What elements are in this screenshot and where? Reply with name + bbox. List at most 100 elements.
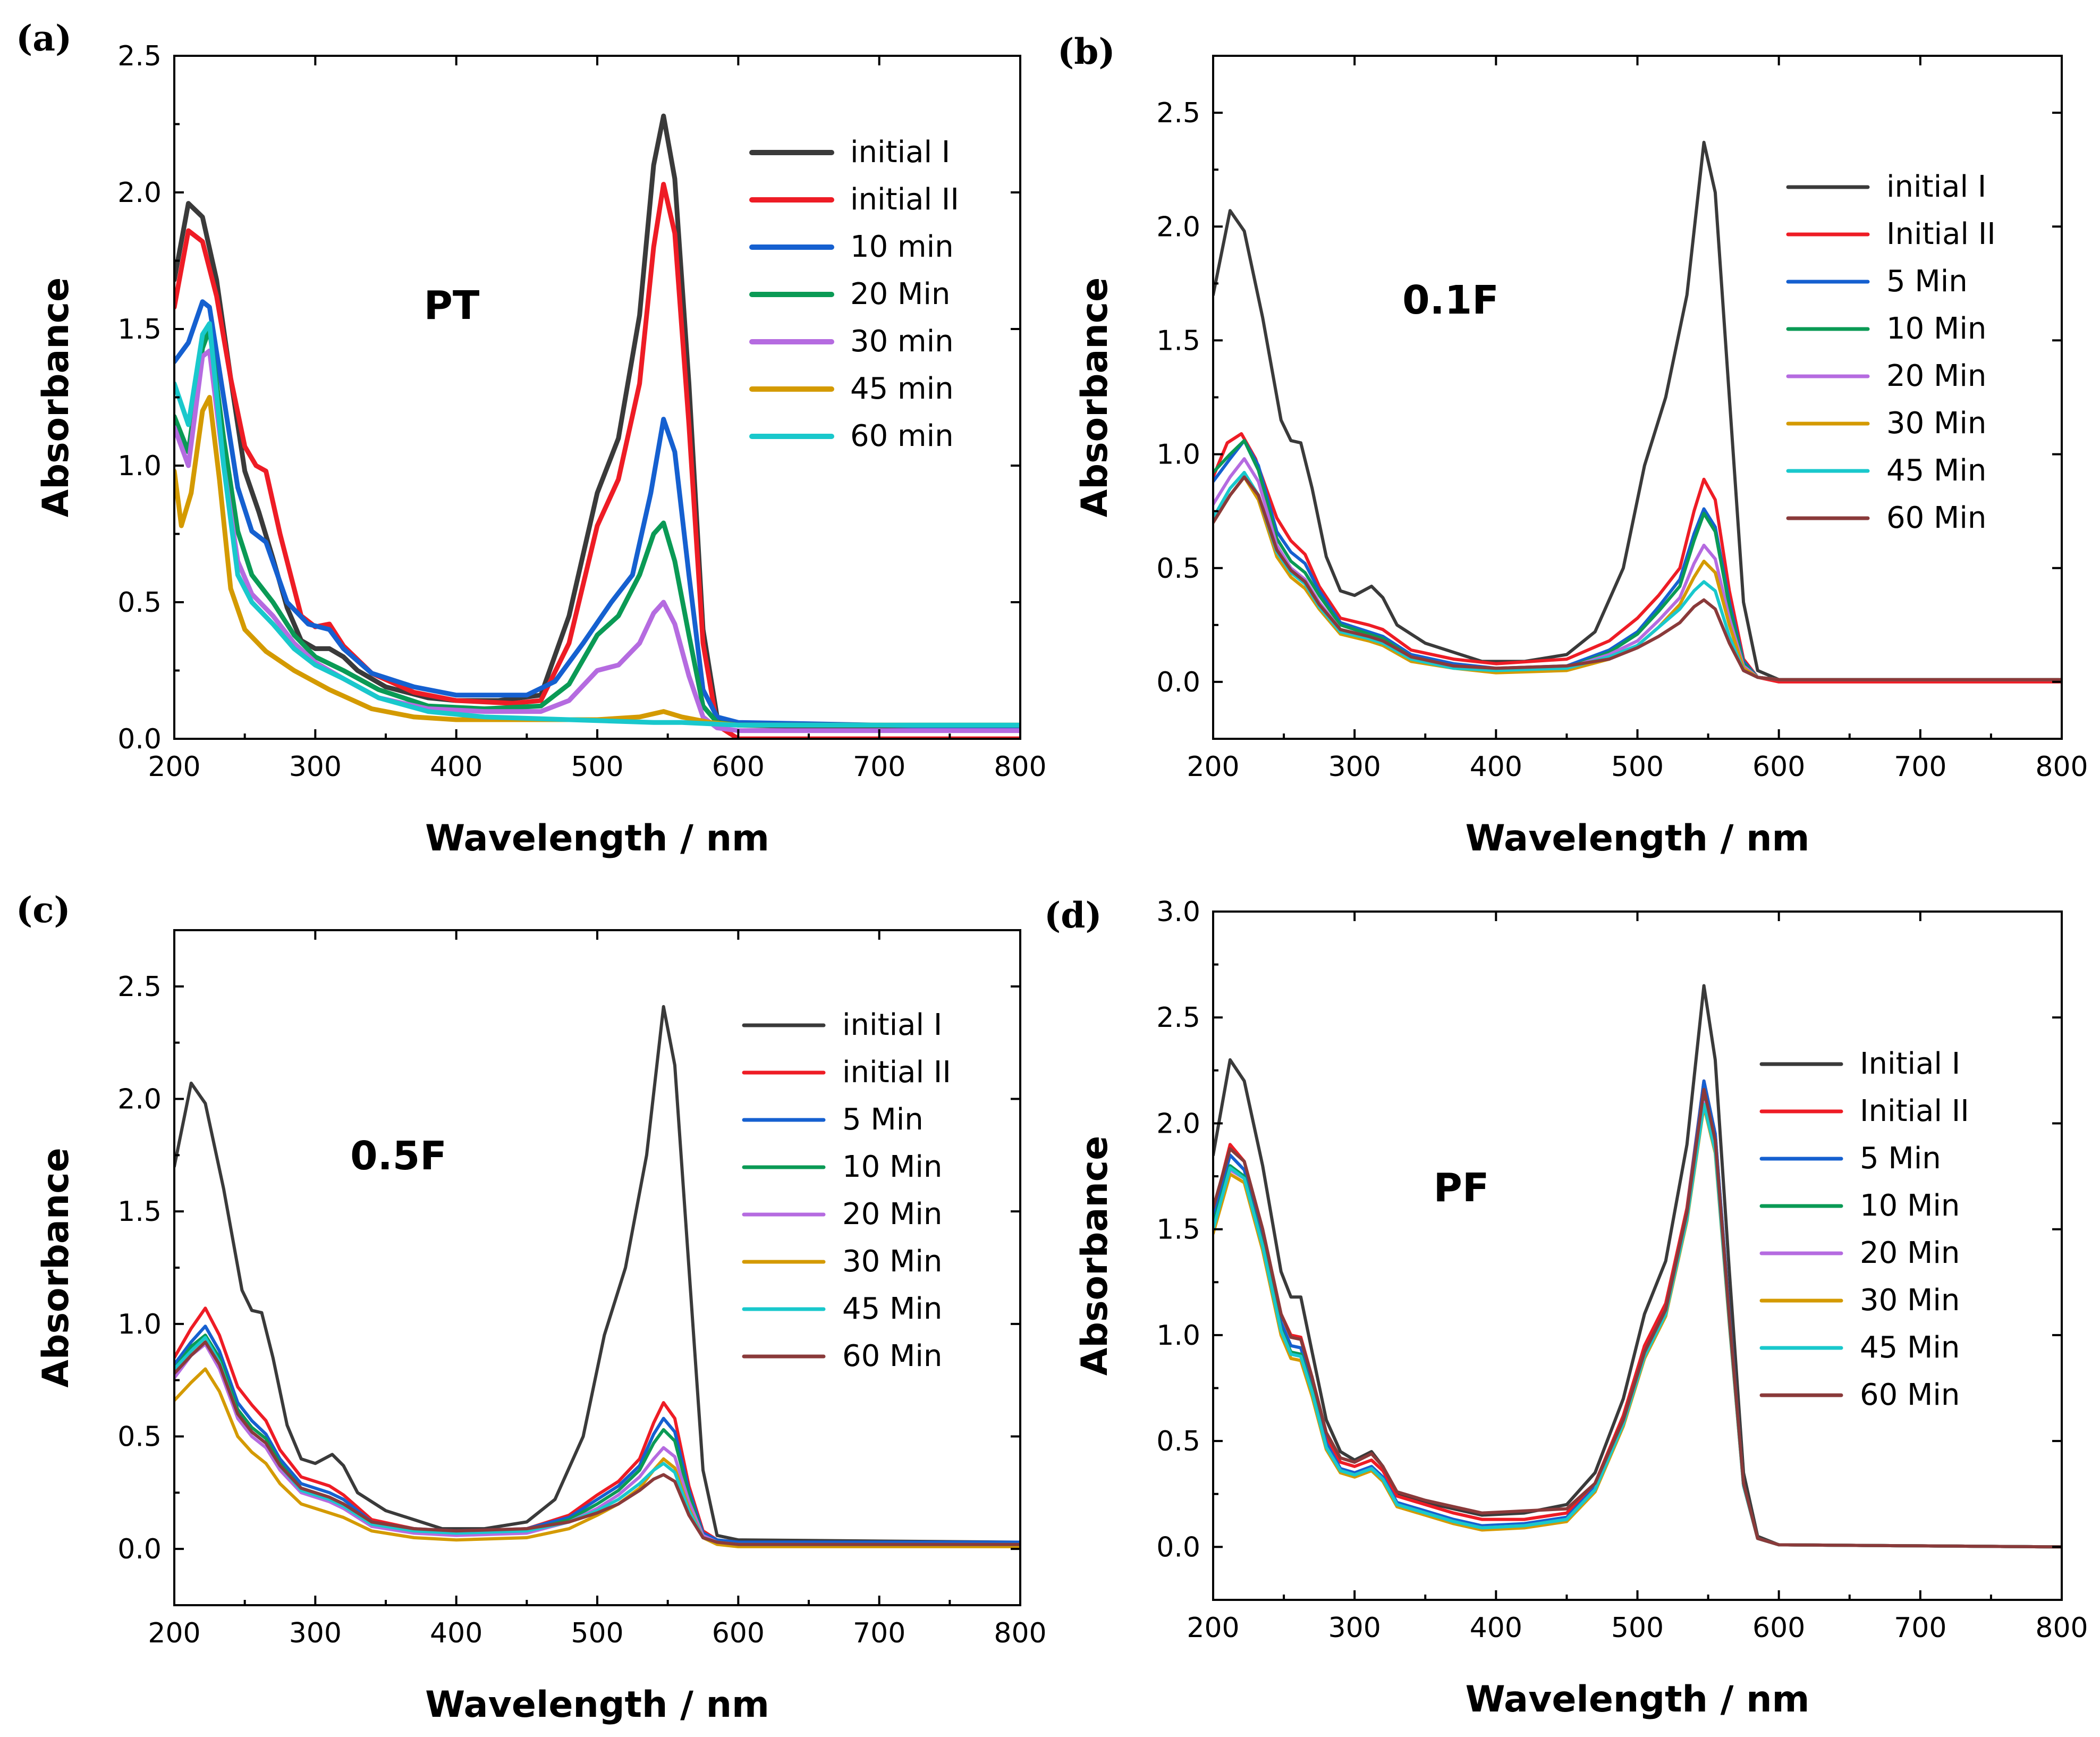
legend-label: Initial I xyxy=(1860,1047,1960,1081)
legend-label: 60 Min xyxy=(1860,1378,1960,1412)
x-tick-label: 800 xyxy=(2035,1612,2088,1644)
y-tick-label: 0.5 xyxy=(1156,1426,1200,1457)
y-tick-label: 1.5 xyxy=(1156,325,1200,357)
x-tick-label: 600 xyxy=(712,1617,765,1649)
x-tick-label: 400 xyxy=(430,751,482,783)
x-axis-title: Wavelength / nm xyxy=(1466,1679,1810,1721)
y-tick-label: 2.5 xyxy=(117,40,162,72)
chart-panel-0: 200 300 400 500 600 700 800 0.0 0.5 1.0 1.5 2.0 2.5 W… xyxy=(16,18,1047,859)
x-tick-label: 500 xyxy=(571,1617,623,1649)
series-line-45-min xyxy=(174,395,1020,728)
y-tick-label: 0.0 xyxy=(1156,667,1200,698)
y-tick-label: 2.0 xyxy=(1156,211,1200,243)
y-axis-title: Absorbance xyxy=(35,277,77,517)
legend-label: 10 Min xyxy=(1886,311,1986,346)
series-line-60-min xyxy=(174,321,1020,728)
panel-label: (c) xyxy=(16,889,71,931)
x-axis-title: Wavelength / nm xyxy=(425,817,769,859)
x-tick-label: 700 xyxy=(853,751,905,783)
y-tick-label: 0.0 xyxy=(117,723,162,755)
legend-label: 60 Min xyxy=(842,1339,942,1373)
y-axis-title: Absorbance xyxy=(1074,1136,1116,1376)
x-tick-label: 300 xyxy=(289,751,342,783)
y-tick-label: 0.5 xyxy=(117,1421,162,1453)
series-line-30-min xyxy=(1213,475,2062,681)
legend-label: 20 Min xyxy=(1886,359,1986,393)
x-tick-label: 700 xyxy=(1894,751,1946,783)
legend-label: 60 min xyxy=(850,419,954,453)
series-line-initial-ii xyxy=(1213,432,2062,684)
legend-label: initial II xyxy=(842,1055,951,1090)
plot-frame xyxy=(1212,55,2063,740)
y-axis-title: Absorbance xyxy=(1074,277,1116,517)
series-line-initial-i xyxy=(1213,140,2062,681)
series-line-20-min xyxy=(174,326,1020,728)
y-tick-label: 2.0 xyxy=(1156,1108,1200,1140)
x-tick-label: 200 xyxy=(148,751,200,783)
legend-label: 60 Min xyxy=(1886,501,1986,535)
x-tick-label: 600 xyxy=(1752,1612,1805,1644)
sample-annotation: 0.1F xyxy=(1402,277,1499,323)
panel-label: (a) xyxy=(16,18,72,59)
x-tick-label: 800 xyxy=(2035,751,2088,783)
series-line-initial-ii xyxy=(174,182,1020,739)
x-tick-label: 500 xyxy=(1611,751,1664,783)
y-tick-label: 1.0 xyxy=(1156,439,1200,471)
x-tick-label: 400 xyxy=(430,1617,482,1649)
x-tick-label: 200 xyxy=(1187,751,1239,783)
x-tick-label: 600 xyxy=(1752,751,1805,783)
y-tick-label: 1.0 xyxy=(1156,1320,1200,1352)
legend-label: Initial II xyxy=(1886,217,1996,251)
y-tick-label: 2.0 xyxy=(117,177,162,209)
sample-annotation: 0.5F xyxy=(350,1133,447,1179)
legend-label: 10 Min xyxy=(842,1150,942,1184)
legend-label: initial I xyxy=(1886,170,1986,204)
chart-panel-3: 200 300 400 500 600 700 800 0.0 0.5 1.0 1.5 2.0 2.5 3… xyxy=(1044,895,2088,1721)
legend-label: initial II xyxy=(850,182,959,217)
sample-annotation: PT xyxy=(424,283,480,328)
y-tick-label: 2.5 xyxy=(1156,97,1200,129)
series-line-initial-i xyxy=(1213,984,2062,1549)
y-axis-title: Absorbance xyxy=(35,1148,77,1387)
x-tick-label: 500 xyxy=(1611,1612,1664,1644)
legend-label: 30 Min xyxy=(1886,406,1986,441)
x-tick-label: 200 xyxy=(1187,1612,1239,1644)
legend-label: initial I xyxy=(850,135,950,170)
y-tick-label: 0.0 xyxy=(117,1533,162,1565)
x-axis-title: Wavelength / nm xyxy=(425,1684,769,1726)
x-tick-label: 700 xyxy=(853,1617,905,1649)
series-line-60-min xyxy=(174,1340,1020,1546)
legend-label: 30 Min xyxy=(842,1244,942,1279)
x-tick-label: 700 xyxy=(1894,1612,1946,1644)
sample-annotation: PF xyxy=(1434,1165,1489,1211)
y-tick-label: 2.5 xyxy=(117,971,162,1003)
x-tick-label: 300 xyxy=(1328,751,1381,783)
panel-label: (b) xyxy=(1057,31,1115,72)
legend-label: 10 min xyxy=(850,230,954,264)
x-tick-label: 400 xyxy=(1470,751,1522,783)
x-tick-label: 300 xyxy=(1328,1612,1381,1644)
series-line-60-min xyxy=(1213,475,2062,681)
legend-label: 45 Min xyxy=(1886,453,1986,488)
x-tick-label: 300 xyxy=(289,1617,342,1649)
y-tick-label: 1.5 xyxy=(1156,1214,1200,1246)
legend-label: 20 Min xyxy=(850,277,950,311)
legend-label: Initial II xyxy=(1860,1094,1969,1128)
legend-label: 20 Min xyxy=(842,1197,942,1232)
x-tick-label: 200 xyxy=(148,1617,200,1649)
y-tick-label: 1.0 xyxy=(117,1309,162,1340)
y-tick-label: 1.5 xyxy=(117,314,162,345)
x-tick-label: 800 xyxy=(994,751,1046,783)
legend-label: 30 min xyxy=(850,324,954,359)
x-axis-title: Wavelength / nm xyxy=(1466,817,1810,859)
legend-label: 45 min xyxy=(850,372,954,406)
panel-label: (d) xyxy=(1044,895,1102,936)
y-tick-label: 2.5 xyxy=(1156,1002,1200,1034)
legend-label: 5 Min xyxy=(1860,1141,1941,1176)
chart-panel-2: 200 300 400 500 600 700 800 0.0 0.5 1.0 1.5 2.0 2.5 W… xyxy=(16,889,1047,1726)
y-tick-label: 3.0 xyxy=(1156,896,1200,928)
chart-panel-1: 200 300 400 500 600 700 800 0.0 0.5 1.0 1.5 2.0 2.5 W… xyxy=(1057,31,2088,859)
series-line-initial-i xyxy=(174,1005,1020,1544)
y-tick-label: 1.5 xyxy=(117,1196,162,1228)
